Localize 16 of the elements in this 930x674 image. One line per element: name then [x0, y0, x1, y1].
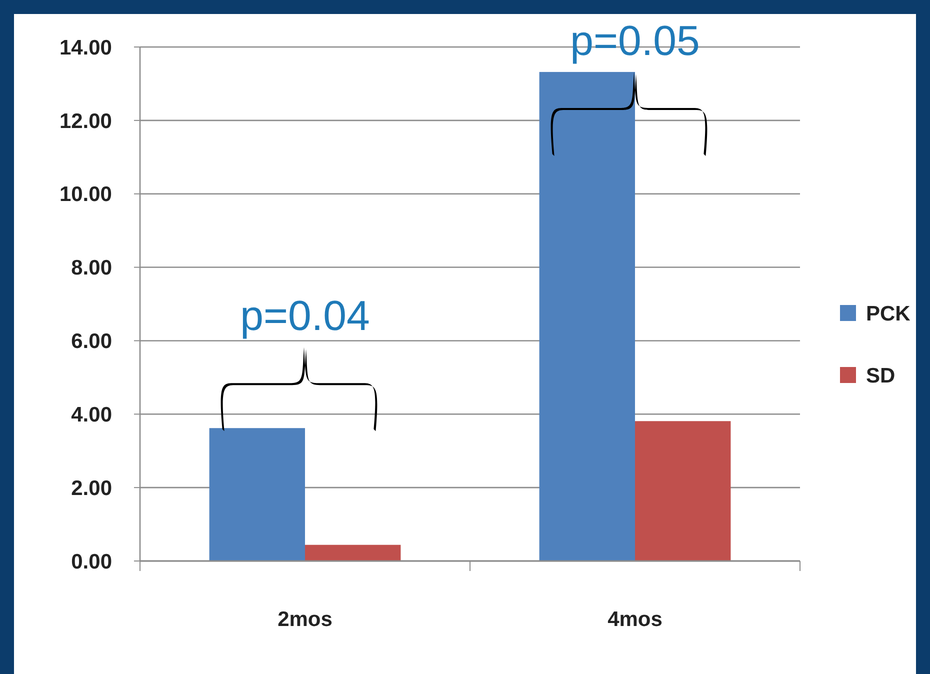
annotation: p=0.04 — [240, 292, 370, 340]
bar — [305, 544, 401, 561]
y-tick-label: 8.00 — [71, 256, 112, 280]
x-tick-label: 2mos — [278, 608, 332, 631]
y-tick-label: 4.00 — [71, 403, 112, 426]
y-tick-label: 12.00 — [59, 110, 112, 133]
legend-label: SD — [866, 364, 896, 388]
annotation: p=0.05 — [570, 17, 700, 64]
y-tick-label: 14.00 — [59, 36, 112, 60]
bar — [635, 421, 731, 561]
y-tick-label: 6.00 — [71, 330, 112, 354]
y-tick-label: 10.00 — [59, 183, 112, 206]
legend-label: PCK — [866, 302, 910, 326]
y-tick-label: 0.00 — [71, 550, 112, 574]
y-tick-label: 2.00 — [71, 476, 112, 500]
x-tick-label: 4mos — [608, 608, 662, 631]
